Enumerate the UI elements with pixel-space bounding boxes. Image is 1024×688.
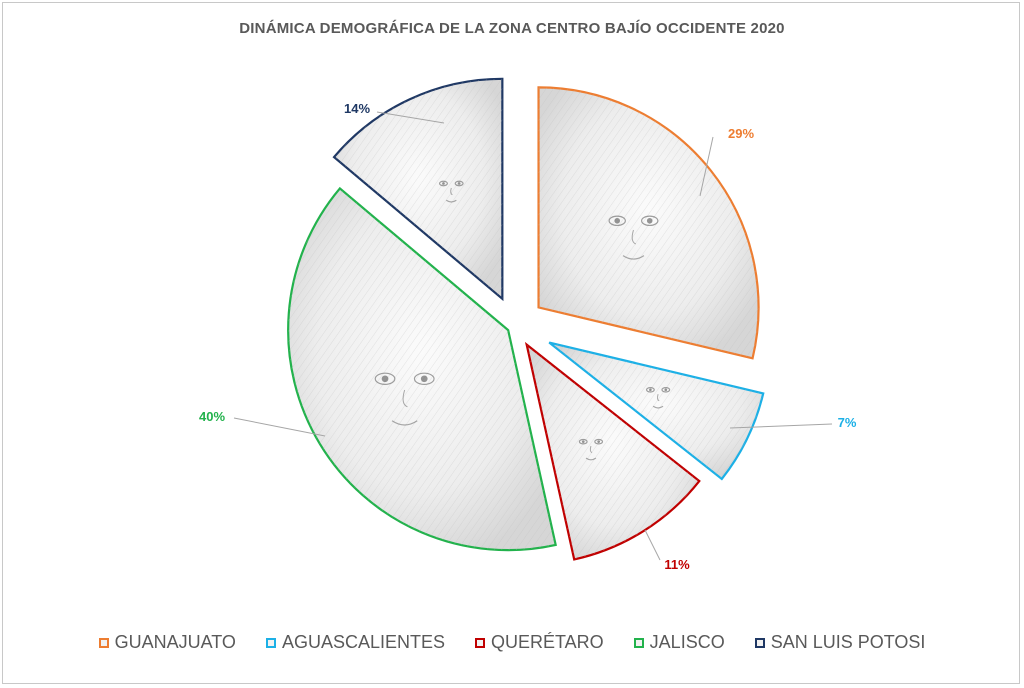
leader-line — [376, 111, 445, 124]
legend-swatch — [754, 637, 765, 648]
data-label: 7% — [838, 415, 857, 430]
legend-label: QUERÉTARO — [490, 632, 604, 652]
data-label: 29% — [728, 126, 754, 141]
legend-label: GUANAJUATO — [114, 632, 236, 652]
legend-item: JALISCO — [633, 632, 725, 653]
man-portrait-sketch — [526, 344, 700, 560]
legend-label: AGUASCALIENTES — [281, 632, 445, 652]
young-man-portrait-sketch — [549, 342, 764, 479]
portrait-features — [374, 372, 435, 426]
legend-swatch — [98, 637, 109, 648]
data-label: 40% — [199, 409, 225, 424]
elderly-woman-portrait-sketch — [334, 78, 503, 299]
legend-swatch — [633, 637, 644, 648]
legend-item: SAN LUIS POTOSI — [754, 632, 926, 653]
portrait-features — [608, 215, 659, 260]
legend-item: AGUASCALIENTES — [265, 632, 445, 653]
portrait-features — [578, 438, 604, 461]
portrait-features — [438, 180, 464, 203]
data-label: 11% — [664, 557, 690, 572]
legend-label: JALISCO — [649, 632, 725, 652]
woman-portrait-sketch — [288, 188, 556, 551]
leader-line — [644, 529, 661, 561]
legend-swatch — [265, 637, 276, 648]
leader-line — [699, 136, 714, 197]
chart-legend: GUANAJUATO AGUASCALIENTES QUERÉTARO JALISCO… — [0, 632, 1024, 653]
portrait-features — [645, 387, 671, 409]
legend-label: SAN LUIS POTOSI — [770, 632, 926, 652]
leader-line — [233, 417, 326, 437]
legend-item: QUERÉTARO — [474, 632, 604, 653]
data-label: 14% — [344, 101, 370, 116]
chart-title: DINÁMICA DEMOGRÁFICA DE LA ZONA CENTRO B… — [239, 20, 785, 37]
legend-swatch — [474, 637, 485, 648]
leader-line — [729, 423, 833, 429]
legend-item: GUANAJUATO — [98, 632, 236, 653]
